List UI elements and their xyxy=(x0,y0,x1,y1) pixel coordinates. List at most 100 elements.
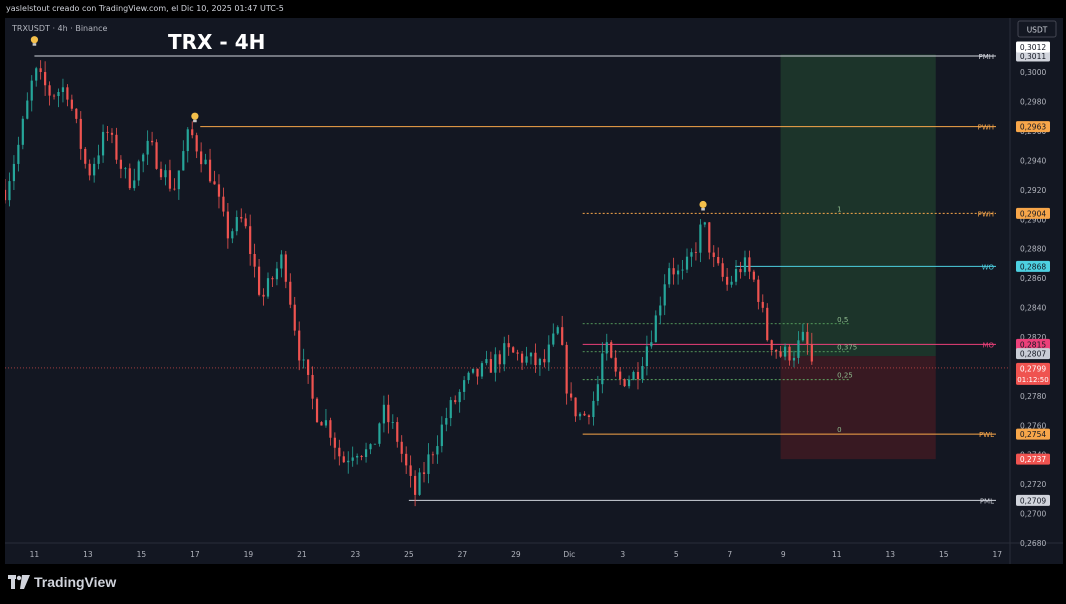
price-tick-label: 0,2700 xyxy=(1020,510,1046,519)
candle xyxy=(293,296,296,336)
candle xyxy=(235,210,238,236)
candle xyxy=(17,136,20,172)
candle xyxy=(289,273,292,309)
level-label-wo: WO xyxy=(982,263,995,271)
markers xyxy=(30,36,707,211)
price-tick-label: 0,2760 xyxy=(1020,421,1046,430)
candle xyxy=(347,451,350,474)
candle xyxy=(770,339,773,356)
candle xyxy=(164,164,167,186)
candle xyxy=(694,242,698,261)
candle xyxy=(708,222,711,260)
candle xyxy=(699,219,702,263)
candle xyxy=(641,356,644,383)
lightbulb-icon[interactable] xyxy=(191,112,199,123)
candle xyxy=(387,394,390,434)
price-tag xyxy=(1016,362,1050,385)
price-tick-label: 0,2880 xyxy=(1020,245,1046,254)
candle xyxy=(12,155,16,190)
chart-title: TRX - 4H xyxy=(168,30,265,54)
time-tick-label: 9 xyxy=(781,550,786,559)
candle xyxy=(717,247,720,266)
candle xyxy=(275,261,279,286)
countdown-label: 01:12:50 xyxy=(1017,376,1048,384)
candle xyxy=(48,81,51,106)
candle xyxy=(373,443,377,445)
candle xyxy=(556,325,559,335)
candle xyxy=(262,288,265,306)
candle xyxy=(783,343,787,361)
candle xyxy=(525,346,528,366)
candle xyxy=(52,93,56,100)
time-tick-label: 27 xyxy=(458,550,468,559)
candle xyxy=(159,161,163,180)
time-tick-label: 21 xyxy=(297,550,307,559)
candle xyxy=(315,397,319,424)
time-axis[interactable]: 11 13 15 17 19 21 23 25 27 29 Dic 3 5 7 9 11 13 15 17 xyxy=(30,550,1003,559)
candle xyxy=(110,128,114,144)
price-tag xyxy=(1016,41,1050,53)
time-tick-label: 11 xyxy=(832,550,842,559)
candle xyxy=(449,396,452,427)
price-tag xyxy=(1016,348,1050,360)
candle xyxy=(703,221,706,228)
time-tick-label: 29 xyxy=(511,550,521,559)
candle xyxy=(195,132,198,159)
price-tag-label: 0,2963 xyxy=(1020,123,1046,132)
candle xyxy=(84,146,87,169)
candle xyxy=(757,275,760,310)
candle xyxy=(413,470,417,507)
candle xyxy=(244,213,247,229)
candle xyxy=(119,155,122,179)
position-zones xyxy=(780,54,936,460)
candle xyxy=(150,131,154,146)
chart-svg[interactable]: PMH PWH PWH WO MO PWL PML 1 0,5 0,375 0,25 0 0,3000… xyxy=(3,18,1063,564)
candle xyxy=(200,142,203,173)
price-tags: 0,30110,29630,29040,28680,28150,27540,27… xyxy=(1016,41,1050,506)
time-tick-label: 15 xyxy=(939,550,949,559)
candle xyxy=(364,442,368,463)
candle xyxy=(601,342,604,394)
candle xyxy=(253,243,256,278)
currency-button[interactable] xyxy=(1017,20,1057,38)
tradingview-brand: TradingView xyxy=(34,574,117,590)
tradingview-logo[interactable]: TradingView xyxy=(8,574,116,590)
candle xyxy=(146,130,149,165)
price-tag-label: 0,2709 xyxy=(1020,496,1046,505)
price-tick-label: 0,2720 xyxy=(1020,480,1046,489)
candle xyxy=(792,350,796,368)
price-tick-label: 0,2840 xyxy=(1020,304,1046,313)
candle xyxy=(570,382,573,401)
candle xyxy=(681,260,684,280)
candle xyxy=(280,250,283,278)
candle xyxy=(561,315,564,346)
candle xyxy=(529,352,533,365)
candle xyxy=(739,261,742,279)
candle xyxy=(427,443,430,484)
candle xyxy=(431,451,435,464)
candle xyxy=(204,153,207,165)
price-tag-label: 0,3011 xyxy=(1020,52,1046,61)
price-tag-label: 0,2807 xyxy=(1020,350,1046,359)
chart-area[interactable]: PMH PWH PWH WO MO PWL PML 1 0,5 0,375 0,25 0 0,3000… xyxy=(3,18,1063,564)
candle xyxy=(226,202,229,249)
price-tag-pwh xyxy=(1016,121,1050,133)
candle xyxy=(752,269,755,283)
chart-caption: yaslelstout creado con TradingView.com, … xyxy=(6,4,284,13)
candle xyxy=(8,172,11,207)
candle xyxy=(623,378,626,388)
candle xyxy=(436,435,439,464)
candle xyxy=(668,262,671,288)
footer: TradingView xyxy=(0,564,1066,604)
candle xyxy=(222,187,225,217)
candle xyxy=(498,350,501,373)
lightbulb-icon[interactable] xyxy=(30,36,39,46)
candle xyxy=(106,125,109,141)
lightbulb-icon[interactable] xyxy=(699,200,707,211)
price-tick-label: 0,2680 xyxy=(1020,539,1046,548)
currency-button-label: USDT xyxy=(1027,26,1048,35)
candle xyxy=(494,347,497,382)
candle xyxy=(360,455,363,461)
candle xyxy=(213,170,216,185)
price-tick-label: 0,2900 xyxy=(1020,215,1046,224)
